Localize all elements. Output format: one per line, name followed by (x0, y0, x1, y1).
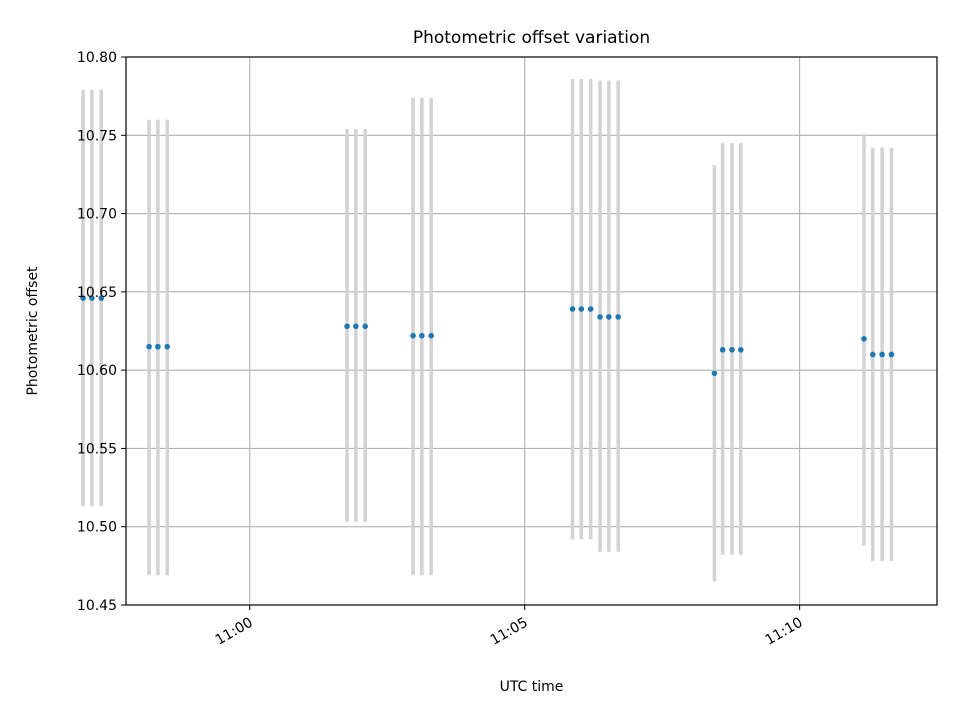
data-points (80, 295, 895, 377)
axes-frame (125, 56, 938, 606)
y-tick-label: 10.80 (77, 50, 117, 66)
data-point (597, 314, 603, 320)
data-point (578, 306, 585, 312)
data-point (410, 332, 416, 339)
y-tick-label: 10.60 (77, 363, 117, 379)
x-axis-ticks: 11:00 11:05 11:10 (213, 605, 806, 649)
data-point (155, 343, 161, 350)
error-bars (81, 78, 894, 582)
data-point (146, 343, 152, 350)
data-point (615, 314, 621, 320)
data-point (869, 351, 876, 358)
data-point (353, 323, 359, 330)
data-point (861, 336, 867, 342)
data-point (344, 323, 350, 330)
data-point (362, 323, 369, 330)
data-point (606, 314, 612, 320)
x-tick-label: 11:00 (213, 615, 256, 649)
y-tick-label: 10.65 (77, 285, 117, 301)
data-point (888, 351, 895, 358)
chart-title: Photometric offset variation (413, 28, 650, 48)
y-tick-label: 10.75 (77, 128, 117, 144)
data-point (719, 346, 726, 353)
data-point (569, 306, 576, 312)
grid-lines (126, 56, 937, 606)
x-tick-label: 11:10 (763, 615, 806, 649)
x-tick-label: 11:05 (488, 615, 531, 649)
data-point (428, 332, 434, 339)
y-axis-ticks: 10.45 10.50 10.55 10.60 10.65 10.70 10.75 10.80 (77, 50, 126, 614)
data-point (729, 346, 735, 353)
data-point (711, 370, 718, 377)
data-point (89, 295, 95, 301)
y-tick-label: 10.50 (77, 520, 117, 536)
data-point (737, 346, 744, 353)
data-point (80, 295, 86, 301)
y-tick-label: 10.55 (77, 441, 117, 457)
y-axis-label: Photometric offset (25, 266, 41, 396)
data-point (419, 332, 425, 339)
data-point (587, 306, 594, 312)
x-axis-label: UTC time (500, 679, 564, 695)
data-point (164, 343, 171, 350)
data-point (98, 295, 105, 301)
y-tick-label: 10.70 (77, 207, 117, 223)
data-point (879, 351, 885, 358)
y-tick-label: 10.45 (77, 598, 117, 614)
